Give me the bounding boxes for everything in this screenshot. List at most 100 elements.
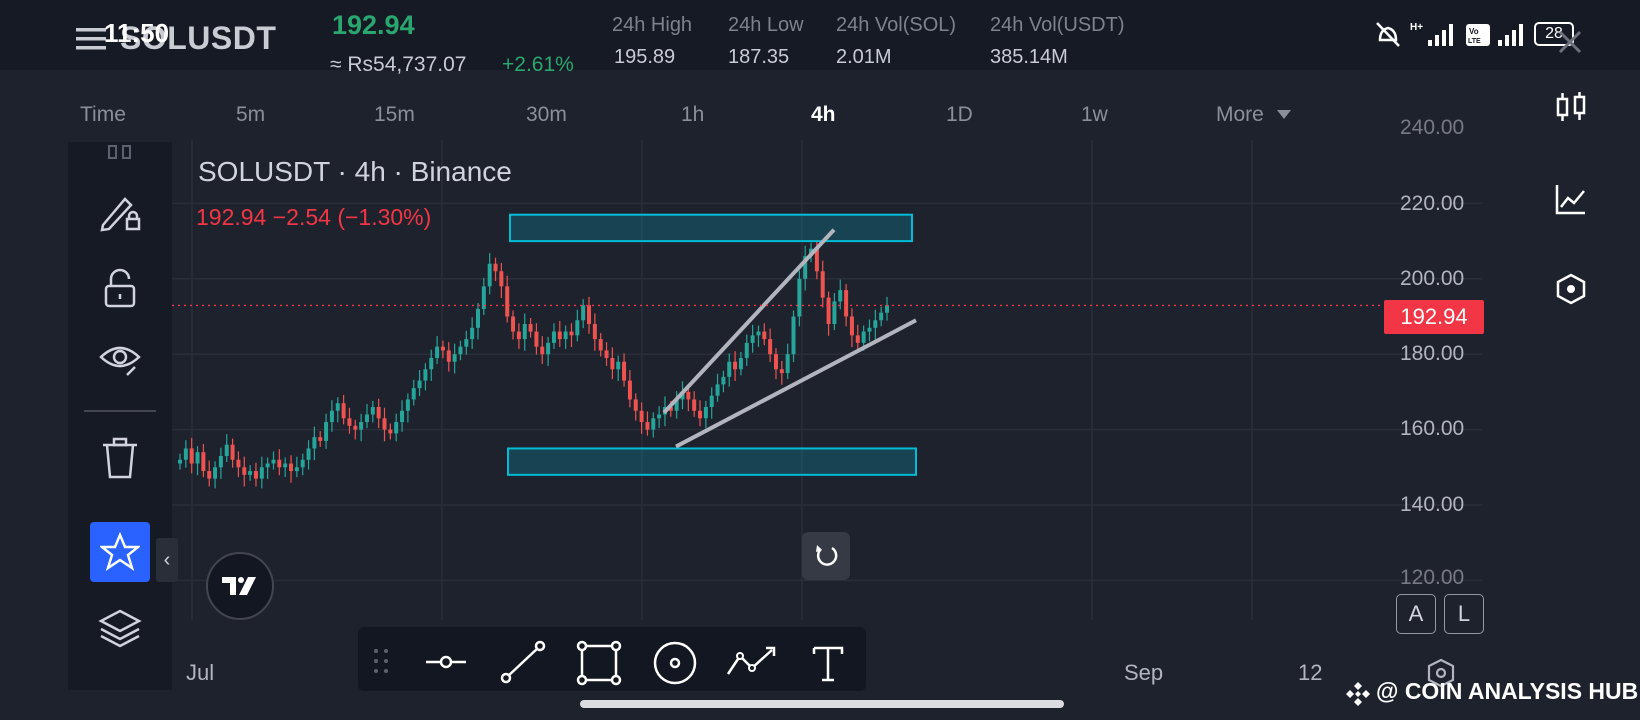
candle-body [493, 263, 498, 272]
candle-body [569, 331, 574, 336]
candle-body [452, 354, 457, 362]
candles-icon[interactable] [1554, 90, 1588, 124]
reset-chart-button[interactable] [802, 532, 850, 580]
binance-logo-icon [1346, 682, 1370, 706]
candle-body [639, 410, 644, 423]
candle-body [657, 414, 662, 419]
candle-body [534, 331, 539, 347]
candle-body [820, 271, 825, 298]
last-price: 192.94 [332, 10, 415, 40]
candle-body [189, 448, 194, 464]
fiat-price: ≈ Rs54,737.07 [330, 53, 467, 76]
wedge-lower-line[interactable] [675, 318, 917, 449]
tab-timeframe-4h[interactable]: 4h [811, 103, 836, 126]
candle-body [546, 342, 551, 355]
candle-body [592, 324, 597, 340]
candle-body [651, 418, 656, 430]
stat-vol-sol-label: 24h Vol(SOL) [836, 14, 957, 36]
auto-scale-button[interactable]: A [1396, 594, 1436, 634]
rectangle-tool-icon[interactable] [576, 640, 622, 686]
tab-timeframe-time[interactable]: Time [80, 103, 126, 126]
candle-body [218, 455, 223, 468]
svg-text:LTE: LTE [1468, 38, 1481, 45]
candle-body [370, 406, 375, 415]
trash-icon[interactable] [92, 430, 148, 486]
tab-timeframe-more[interactable]: More [1216, 103, 1264, 126]
candle-body [458, 346, 463, 355]
candle-body [248, 471, 253, 475]
candle-body [435, 346, 440, 358]
status-time: 11:50 [104, 18, 170, 48]
candle-body [230, 444, 235, 460]
path-tool-icon[interactable] [724, 642, 778, 682]
candle-body [721, 376, 726, 385]
top-header [0, 0, 1640, 70]
candle-body [738, 357, 743, 370]
y-tick-label: 140.00 [1400, 493, 1465, 516]
tab-timeframe-15m[interactable]: 15m [374, 103, 415, 126]
layers-icon[interactable] [92, 600, 148, 656]
candle-body [698, 410, 703, 419]
close-icon[interactable] [1556, 28, 1584, 56]
hamburger-menu-icon[interactable] [76, 24, 106, 54]
layout-icon[interactable] [92, 132, 148, 162]
price-chart[interactable] [172, 140, 1502, 660]
draw-lock-icon[interactable] [92, 184, 148, 240]
candle-body [271, 459, 276, 464]
tab-timeframe-30m[interactable]: 30m [526, 103, 567, 126]
candle-body [481, 286, 486, 309]
chart-legend-values: 192.94 −2.54 (−1.30%) [196, 204, 432, 230]
candle-body [178, 459, 182, 464]
text-tool-icon[interactable] [808, 642, 848, 684]
chart-settings-icon[interactable] [1424, 658, 1458, 688]
candle-body [861, 331, 866, 343]
tab-timeframe-1d[interactable]: 1D [946, 103, 973, 126]
y-tick-label: 200.00 [1400, 267, 1465, 290]
tab-timeframe-1h[interactable]: 1h [681, 103, 705, 126]
candle-body [750, 335, 755, 343]
candle-body [604, 350, 609, 358]
chevron-down-icon[interactable] [1276, 108, 1292, 120]
change-percent: +2.61% [502, 53, 574, 76]
y-tick-label: 180.00 [1400, 342, 1465, 365]
tab-timeframe-1w[interactable]: 1w [1081, 103, 1108, 126]
resistance-zone[interactable] [509, 213, 913, 243]
candle-body [762, 331, 767, 340]
candle-body [423, 369, 428, 381]
home-indicator[interactable] [580, 700, 1064, 708]
candle-body [598, 339, 603, 351]
log-scale-button[interactable]: L [1444, 594, 1484, 634]
candle-body [359, 422, 364, 430]
candle-body [522, 324, 527, 340]
unlock-icon[interactable] [92, 260, 148, 316]
horizontal-line-tool-icon[interactable] [424, 642, 468, 682]
candle-body [400, 410, 405, 423]
candle-body [382, 418, 387, 430]
stat-vol-usdt-value: 385.14M [990, 46, 1068, 68]
candle-body [797, 278, 802, 317]
y-tick-label: 120.00 [1400, 566, 1465, 589]
eye-visibility-icon[interactable] [92, 330, 148, 386]
favorites-star-button[interactable] [90, 522, 150, 582]
settings-hexagon-icon[interactable] [1554, 272, 1588, 306]
candle-body [329, 410, 334, 423]
candle-body [785, 354, 790, 374]
circle-tool-icon[interactable] [652, 640, 698, 686]
wedge-upper-line[interactable] [662, 228, 836, 414]
candle-body [773, 354, 778, 370]
drag-handle-icon[interactable] [370, 646, 392, 676]
tab-timeframe-5m[interactable]: 5m [236, 103, 266, 126]
trend-line-tool-icon[interactable] [500, 640, 546, 684]
indicators-icon[interactable] [1554, 182, 1588, 216]
candle-body [242, 467, 247, 475]
candle-body [283, 463, 288, 468]
symbol-name[interactable]: SOLUSDT [120, 20, 277, 56]
stat-low-label: 24h Low [728, 14, 804, 36]
collapse-toolbar-button[interactable]: ‹ [156, 538, 178, 582]
candle-body [838, 290, 843, 302]
support-zone[interactable] [507, 447, 917, 476]
candle-body [213, 467, 218, 479]
candle-body [388, 429, 393, 434]
candle-body [224, 444, 229, 456]
candle-body [429, 357, 434, 370]
